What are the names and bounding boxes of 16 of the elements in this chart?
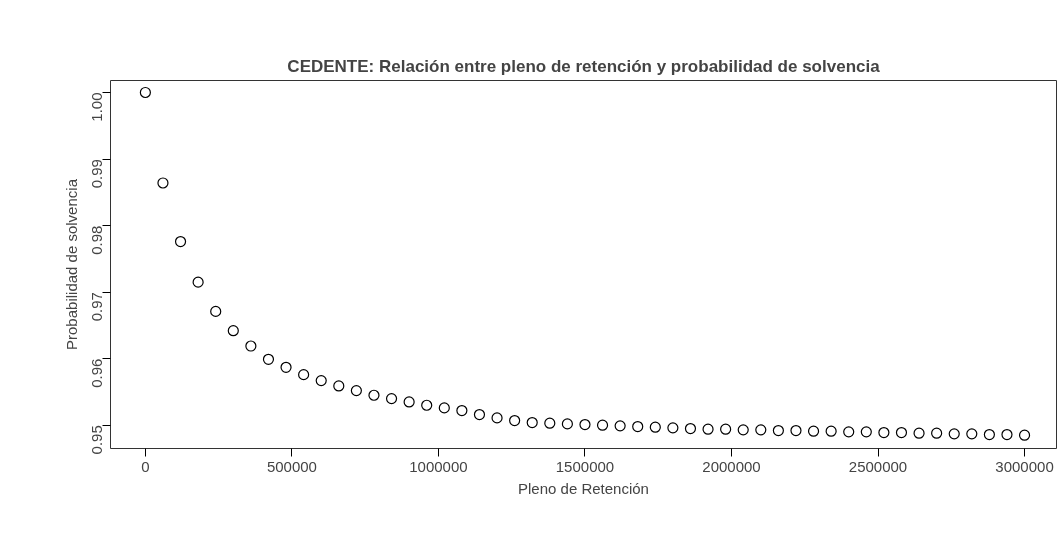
chart-title: CEDENTE: Relación entre pleno de retención y probabilidad de solvencia [287,56,881,76]
y-tick-label: 0.96 [88,358,106,388]
x-tick-label: 2500000 [848,457,908,475]
x-tick-label: 2000000 [702,457,761,475]
y-axis-title: Probabilidad de solvencia [62,178,80,350]
x-tick-label: 1000000 [409,457,468,475]
y-tick-label: 0.97 [88,292,106,322]
y-tick-label: 1.00 [88,92,106,122]
x-tick-label: 500000 [266,457,317,475]
y-tick-label: 0.98 [88,225,106,255]
y-tick-label: 0.95 [88,425,106,455]
y-tick-label: 0.99 [88,159,106,189]
x-axis-title: Pleno de Retención [518,479,649,497]
x-tick-label: 1500000 [555,457,615,475]
x-tick-label: 3000000 [995,457,1054,475]
x-tick-label: 0 [141,457,150,475]
